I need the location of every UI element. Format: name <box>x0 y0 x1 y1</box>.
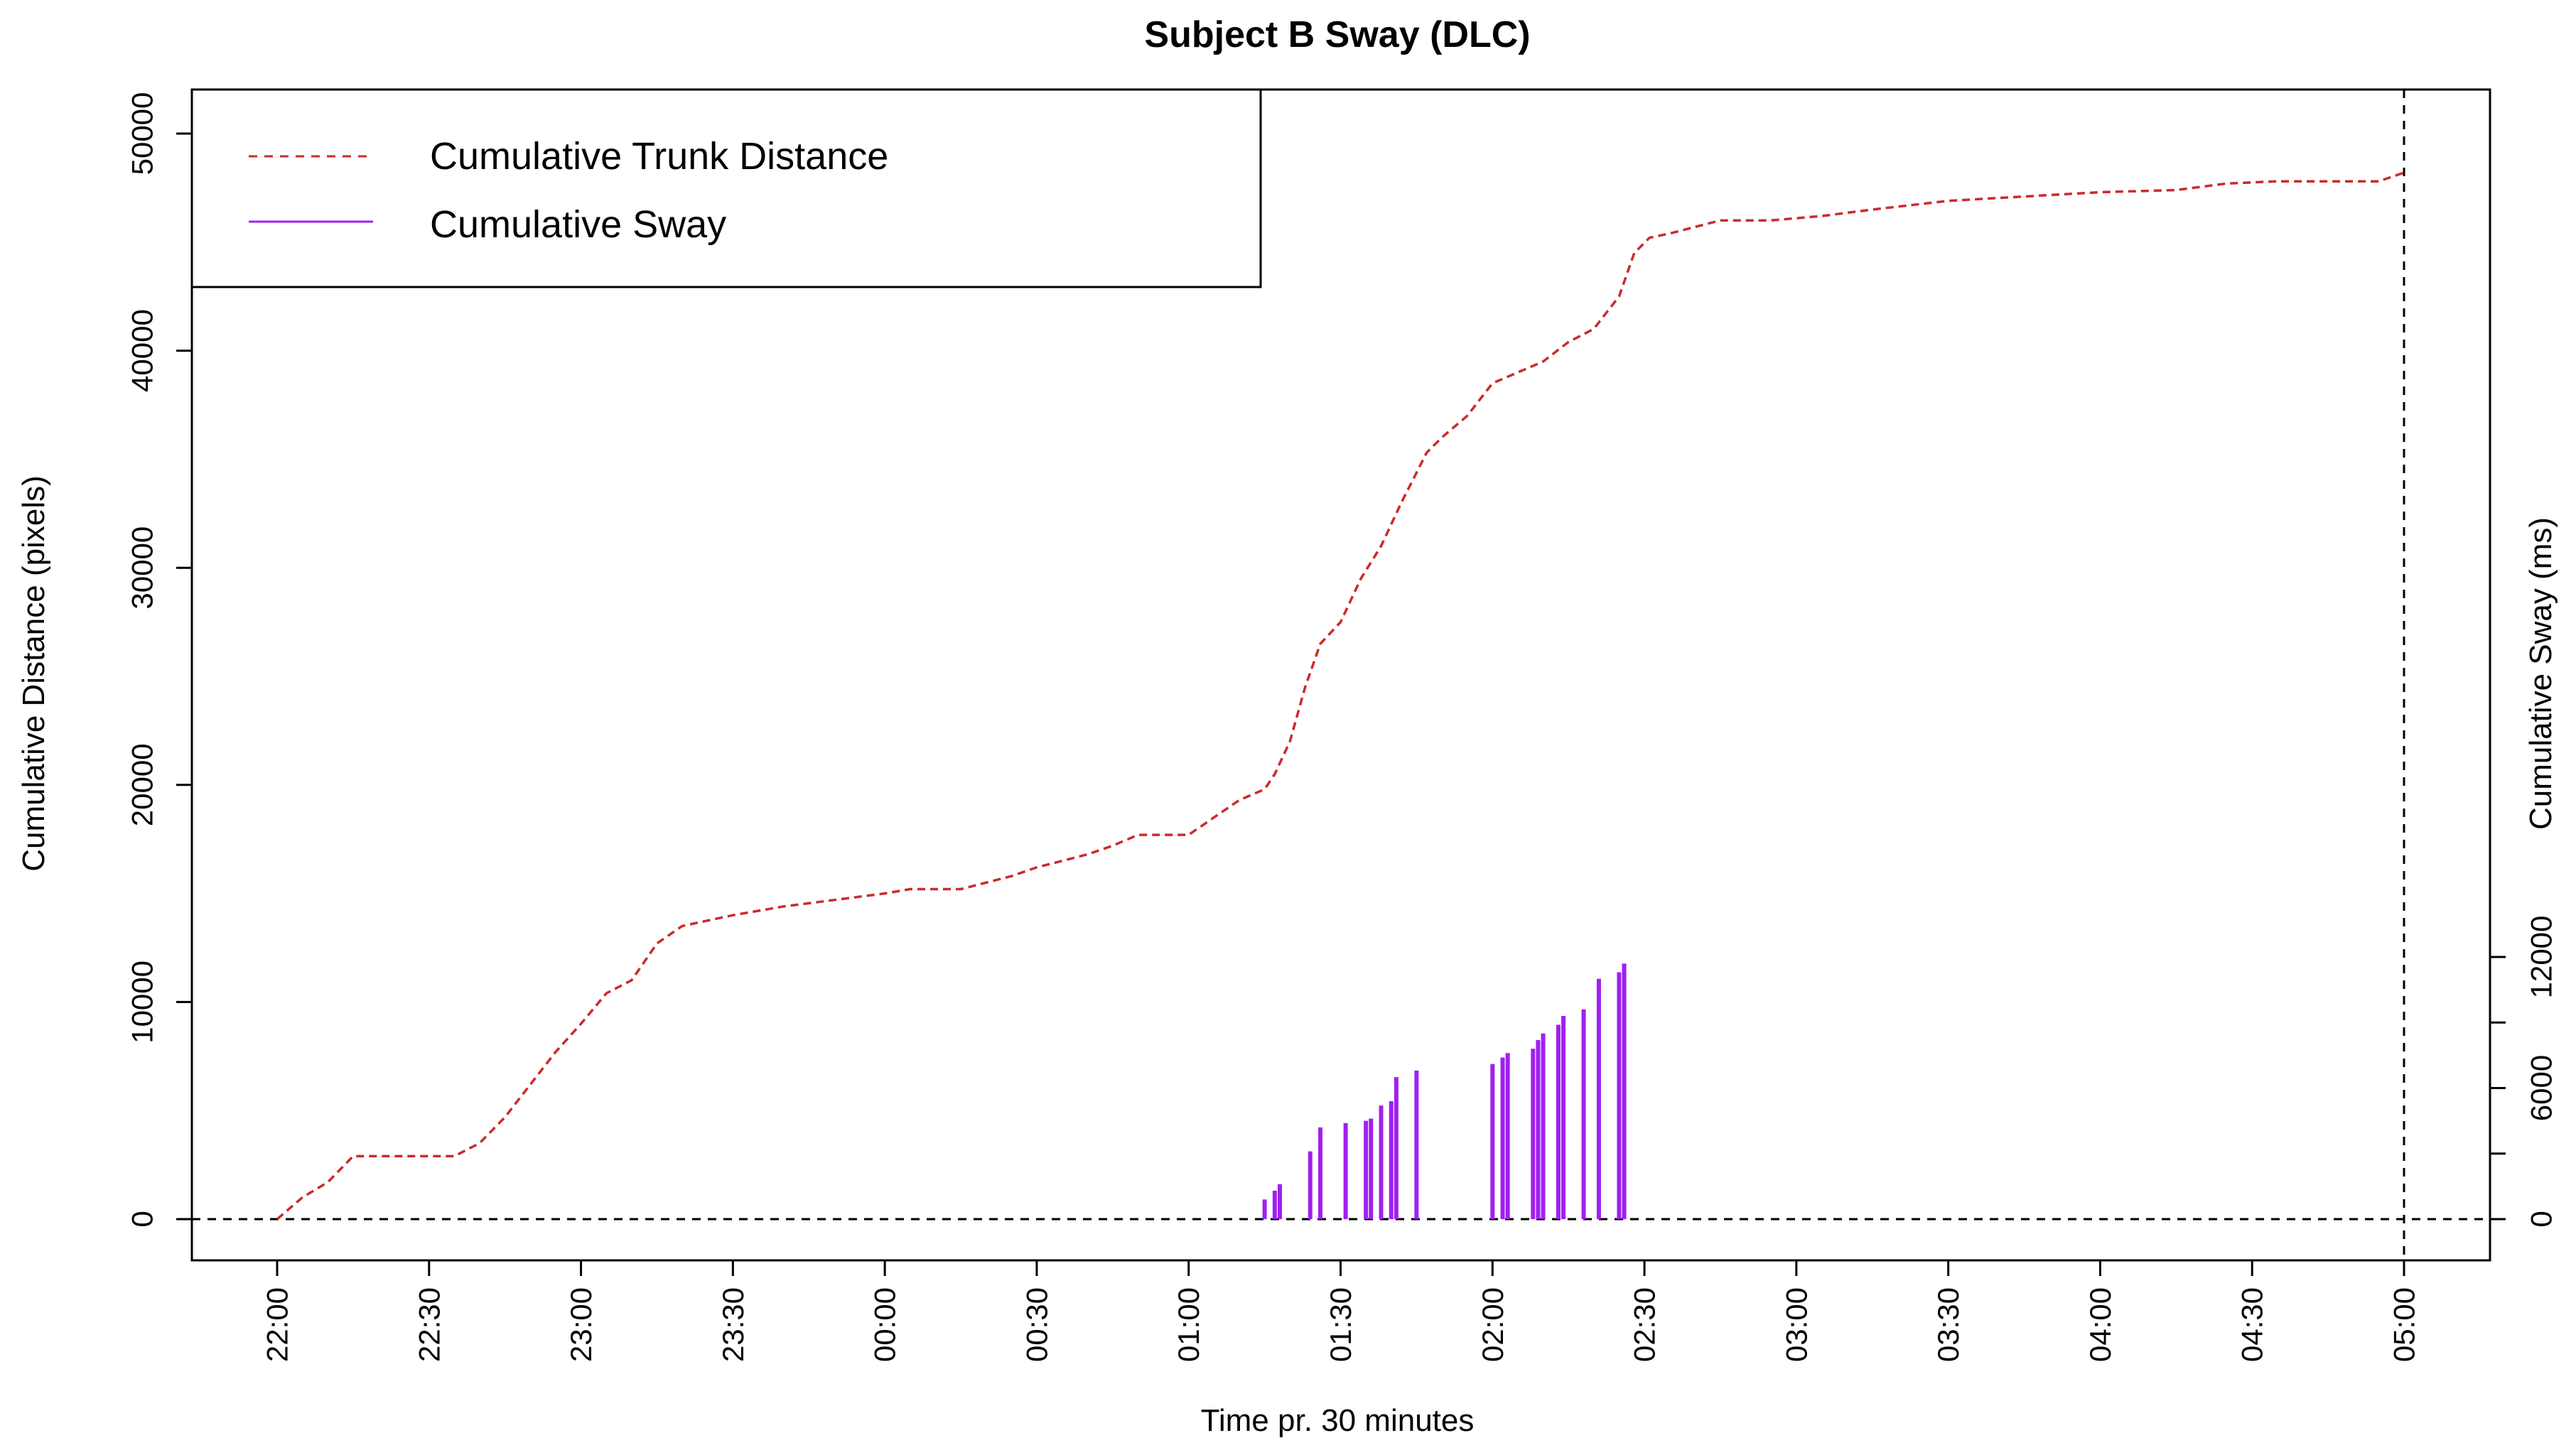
legend: Cumulative Trunk Distance Cumulative Swa… <box>190 88 1262 288</box>
y-left-tick-label: 20000 <box>126 743 159 826</box>
y-left-tick-label: 30000 <box>126 526 159 610</box>
chart-title: Subject B Sway (DLC) <box>1144 14 1530 55</box>
y-right-tick-label: 12000 <box>2525 916 2558 999</box>
y-right-tick-label: 6000 <box>2525 1055 2558 1121</box>
x-tick-label: 03:00 <box>1779 1287 1813 1362</box>
y-left-tick-label: 0 <box>126 1211 159 1227</box>
x-tick-label: 01:00 <box>1172 1287 1205 1362</box>
x-tick-label: 22:00 <box>261 1287 294 1362</box>
y-axis-title-right: Cumulative Sway (ms) <box>2523 517 2558 830</box>
x-tick-label: 01:30 <box>1324 1287 1357 1362</box>
legend-label-trunk-distance: Cumulative Trunk Distance <box>430 135 888 178</box>
x-tick-label: 00:00 <box>868 1287 902 1362</box>
x-tick-label: 02:00 <box>1476 1287 1509 1362</box>
x-tick-label: 23:00 <box>564 1287 598 1362</box>
x-tick-label: 04:00 <box>2084 1287 2117 1362</box>
axes: 22:00 22:30 23:00 23:30 00:00 00:30 01:00 01:30… <box>126 92 2558 1363</box>
y-left-tick-label: 50000 <box>126 92 159 175</box>
x-tick-label: 04:30 <box>2236 1287 2269 1362</box>
x-tick-label: 02:30 <box>1628 1287 1661 1362</box>
y-left-tick-label: 40000 <box>126 309 159 392</box>
x-tick-label: 03:30 <box>1931 1287 1965 1362</box>
x-axis-title: Time pr. 30 minutes <box>1201 1403 1475 1438</box>
x-tick-label: 23:30 <box>716 1287 750 1362</box>
y-axis-title-left: Cumulative Distance (pixels) <box>16 475 51 872</box>
y-left-tick-label: 10000 <box>126 961 159 1044</box>
legend-box <box>190 88 1262 288</box>
x-tick-label: 00:30 <box>1020 1287 1053 1362</box>
trunk-distance-line <box>276 171 2405 1221</box>
reference-lines <box>192 90 2490 1260</box>
x-tick-label: 22:30 <box>412 1287 446 1362</box>
legend-label-sway: Cumulative Sway <box>430 203 726 246</box>
series-layer <box>276 171 2405 1221</box>
y-right-tick-label: 0 <box>2525 1211 2558 1227</box>
x-tick-label: 05:00 <box>2388 1287 2421 1362</box>
